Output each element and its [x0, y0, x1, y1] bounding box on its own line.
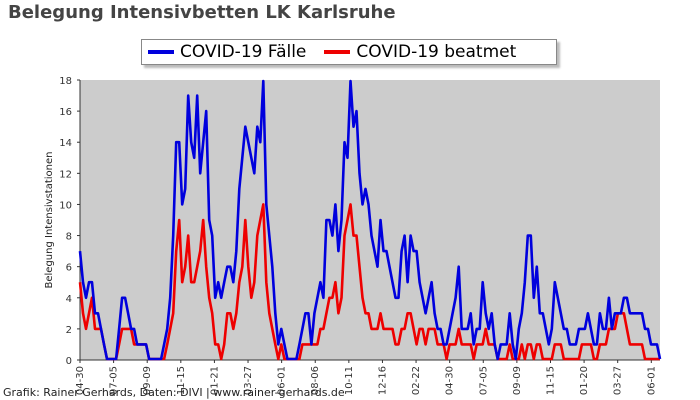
series-line-faelle	[78, 79, 662, 361]
y-tick-label: 14	[59, 138, 72, 149]
x-tick-label: 03-27	[613, 366, 624, 395]
x-tick-label: 07-05	[478, 366, 489, 395]
y-tick-label: 8	[66, 232, 72, 243]
y-tick-label: 10	[59, 200, 72, 211]
x-tick-label: 12-16	[377, 366, 388, 395]
credit-line: Grafik: Rainer Gerhards, Daten: DIVI | w…	[3, 386, 345, 399]
x-tick-label: 07-05	[109, 366, 120, 395]
x-tick-label: 06-01	[277, 366, 288, 395]
series-line-beatmet	[78, 203, 660, 361]
x-tick-label: 02-22	[411, 366, 422, 395]
x-tick-label: 01-20	[579, 366, 590, 395]
x-tick-label: 01-21	[209, 366, 220, 395]
y-tick-label: 4	[66, 294, 72, 305]
x-tick-label: 10-11	[344, 366, 355, 395]
legend-swatch-beatmet	[324, 50, 351, 54]
x-tick-label: 09-09	[142, 366, 153, 395]
x-tick-label: 11-15	[176, 366, 187, 395]
y-tick-label: 6	[66, 263, 72, 274]
y-tick-label: 12	[59, 169, 72, 180]
x-tick-label: 11-15	[545, 366, 556, 395]
chart-title: Belegung Intensivbetten LK Karlsruhe	[8, 2, 396, 23]
legend-swatch-faelle	[148, 50, 174, 54]
x-tick-label: 09-09	[512, 366, 523, 395]
legend-item-faelle: COVID-19 Fälle	[148, 42, 306, 62]
chart-legend: COVID-19 Fälle COVID-19 beatmet	[141, 39, 557, 65]
x-tick-label: 06-01	[646, 366, 657, 395]
x-tick-label: 08-06	[310, 366, 321, 395]
x-tick-label: 03-27	[243, 366, 254, 395]
legend-label-beatmet: COVID-19 beatmet	[356, 42, 517, 62]
legend-item-beatmet: COVID-19 beatmet	[324, 42, 516, 62]
y-tick-label: 2	[66, 325, 72, 336]
y-tick-label: 18	[59, 76, 72, 87]
x-tick-label: 04-30	[445, 366, 456, 395]
y-tick-label: 0	[66, 356, 72, 367]
y-axis-label: Belegung Intensivstationen	[44, 151, 55, 288]
x-tick-label: 04-30	[75, 366, 86, 395]
y-tick-label: 16	[59, 107, 72, 118]
legend-label-faelle: COVID-19 Fälle	[180, 42, 307, 62]
